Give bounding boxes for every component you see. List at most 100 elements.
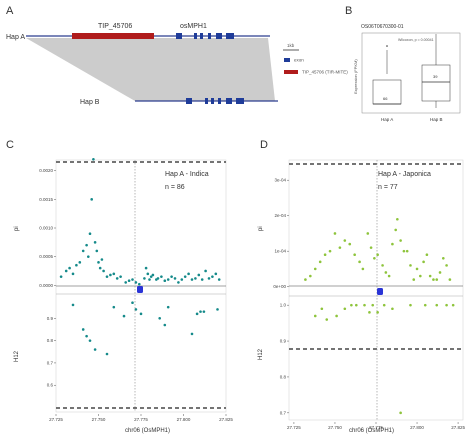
h12-point (343, 307, 347, 311)
exon-mark (226, 98, 232, 104)
wilcoxon-label: Wilcoxon, p = 0.00041 (398, 38, 434, 42)
pi-point (432, 278, 435, 281)
pi-point (197, 273, 201, 277)
pi-point (376, 253, 379, 257)
pi-point (90, 198, 93, 201)
pi-point (328, 249, 332, 253)
box-hap-b: 39 (421, 34, 451, 108)
h12-point (134, 308, 138, 311)
h12-point (71, 303, 75, 307)
pi-point (207, 277, 211, 280)
box (421, 64, 451, 102)
pi-point (151, 273, 155, 277)
pi-y-tick-label: 3e-04 (274, 178, 286, 183)
pi-point (177, 281, 180, 284)
hap-b-exons (186, 98, 244, 104)
legend-tip-label: TIP_45706 (TIR-MITE) (302, 70, 348, 75)
pi-point (88, 232, 92, 236)
pi-point (109, 273, 112, 277)
pi-point (190, 278, 194, 281)
h12-point (320, 307, 324, 311)
pi-point (160, 275, 163, 278)
panel-d-axes: 0e+00 1e-04 2e-04 3e-04 0.7 0.8 0.9 1.0 27.725 27… (273, 178, 465, 430)
panel-d-guides (289, 160, 463, 420)
pi-point (131, 278, 134, 281)
pi-point (149, 275, 153, 278)
pi-point (373, 256, 376, 260)
x-category-hap-a: Hap A (381, 117, 393, 122)
exon-mark (236, 98, 244, 104)
legend-exon-swatch (284, 58, 290, 62)
exon-mark (208, 33, 211, 39)
pi-point (187, 272, 190, 276)
x-tick-label: 27.800 (177, 417, 191, 422)
pi-point (81, 249, 85, 253)
h12-y-tick-label: 0.8 (280, 374, 287, 379)
pi-point (394, 228, 398, 232)
pi-point (105, 275, 109, 278)
pi-point (85, 243, 88, 247)
h12-point (93, 348, 97, 351)
pi-point (138, 282, 141, 286)
pi-point (127, 279, 131, 282)
pi-point (102, 269, 105, 273)
tip-insertion-marker (72, 33, 154, 39)
pi-point (405, 249, 409, 253)
h12-point (163, 323, 167, 327)
exon-mark (218, 98, 221, 104)
outlier-point (386, 45, 388, 47)
pi-point (333, 232, 337, 235)
pi-point (112, 272, 116, 276)
h12-point (313, 314, 317, 318)
panel-b-ylabel: Expression (FPKM) (353, 59, 358, 94)
h12-y-tick-label: 0.7 (47, 360, 54, 365)
pi-point (64, 269, 68, 273)
panel-b-title: OS06T0670300-01 (361, 24, 404, 30)
panel-d-pi-ylabel: pi (258, 226, 264, 231)
panel-c-xlabel: chr06 (OsMPH1) (125, 428, 170, 434)
pi-point (387, 274, 391, 278)
pi-y-tick-label: 0.0020 (39, 168, 53, 173)
pi-point (93, 241, 97, 244)
legend-exon-label: exon (294, 58, 304, 63)
panel-d: D Hap A - Japonica n = 77 chr06 (OsMPH1)… (258, 139, 465, 434)
h12-point (88, 339, 92, 342)
h12-point (131, 301, 134, 304)
pi-point (381, 264, 384, 267)
pi-point (353, 253, 356, 257)
x-tick-label: 27.825 (451, 425, 465, 430)
count-label-hap-a: 66 (383, 96, 388, 101)
pi-y-tick-label: 2e-04 (274, 213, 286, 218)
h12-point (195, 312, 199, 316)
pi-point (75, 263, 78, 267)
panel-d-letter: D (260, 139, 268, 151)
box (372, 79, 402, 105)
scale-bar-label: 1kb (287, 43, 295, 48)
pi-point (402, 249, 406, 253)
pi-point (318, 260, 322, 264)
pi-point (304, 278, 307, 281)
pi-point (409, 264, 412, 267)
panel-c-h12-track (71, 301, 219, 356)
h12-point (112, 305, 116, 309)
pi-point (419, 274, 422, 278)
gene-position-marker (137, 286, 143, 293)
pi-point (115, 277, 119, 280)
pi-point (92, 157, 95, 161)
h12-y-tick-label: 0.6 (47, 383, 54, 388)
exon-mark (194, 33, 197, 39)
x-tick-label: 27.800 (410, 425, 424, 430)
h12-point (190, 332, 194, 336)
pi-point (98, 266, 102, 270)
h12-point (363, 303, 366, 307)
panel-d-h12-track (313, 303, 455, 415)
pi-point (412, 278, 416, 281)
h12-point (423, 303, 427, 307)
panel-c-guides (56, 160, 226, 412)
panel-d-group-label: Hap A - Japonica (378, 171, 431, 178)
exon-mark (205, 98, 208, 104)
pi-y-tick-label: 0.0005 (39, 254, 53, 259)
pi-point (204, 269, 207, 273)
panel-d-xlabel: chr06 (OsMPH1) (349, 428, 394, 434)
legend-tip-swatch (284, 70, 298, 74)
